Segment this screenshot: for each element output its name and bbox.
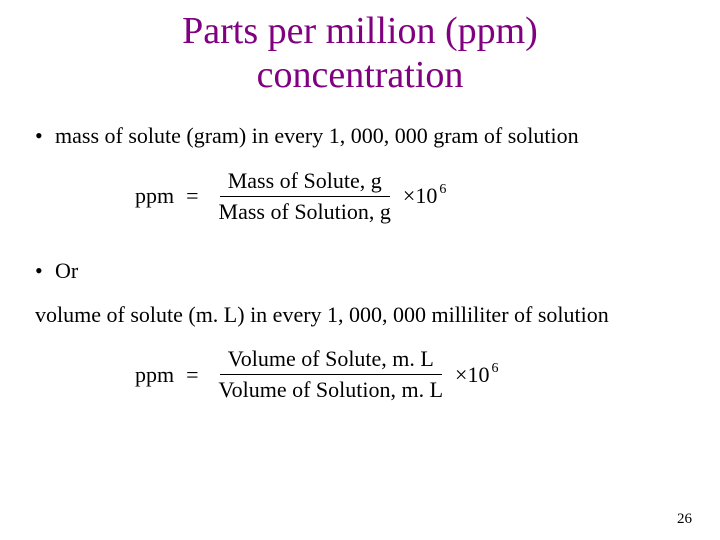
bullet-2: Or (30, 257, 690, 286)
formula-2-equals: = (186, 362, 198, 388)
formula-1-exponent: 6 (439, 182, 446, 198)
formula-1-lhs: ppm (135, 183, 174, 209)
formula-1-multiplier: ×10 6 (403, 183, 446, 209)
formula-2-multiplier: ×10 6 (455, 362, 498, 388)
formula-1-equals: = (186, 183, 198, 209)
slide-title: Parts per million (ppm) concentration (30, 10, 690, 97)
page-number: 26 (677, 511, 692, 528)
formula-1: ppm = Mass of Solute, g Mass of Solution… (30, 166, 690, 227)
formula-2-exponent: 6 (491, 361, 498, 377)
formula-1-numerator: Mass of Solute, g (220, 166, 390, 197)
bullet-1: mass of solute (gram) in every 1, 000, 0… (30, 122, 690, 151)
formula-2-times: ×10 (455, 362, 489, 388)
formula-2: ppm = Volume of Solute, m. L Volume of S… (30, 344, 690, 405)
formula-1-fraction: Mass of Solute, g Mass of Solution, g (211, 166, 399, 227)
subtext-2: volume of solute (m. L) in every 1, 000,… (30, 301, 690, 330)
formula-1-times: ×10 (403, 183, 437, 209)
formula-1-denominator: Mass of Solution, g (211, 197, 399, 227)
formula-2-numerator: Volume of Solute, m. L (220, 344, 442, 375)
formula-2-lhs: ppm (135, 362, 174, 388)
formula-2-denominator: Volume of Solution, m. L (211, 375, 452, 405)
formula-2-fraction: Volume of Solute, m. L Volume of Solutio… (211, 344, 452, 405)
